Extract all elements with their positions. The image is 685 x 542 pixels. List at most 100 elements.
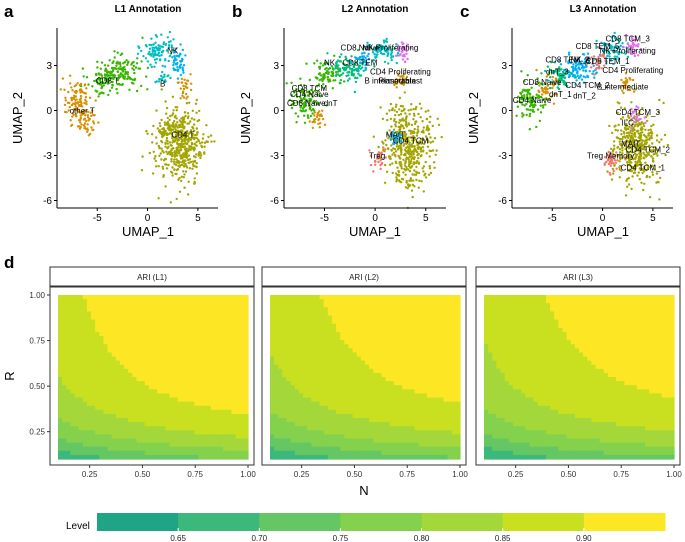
cluster-label: CD8 TEM: [342, 59, 377, 68]
contour-cell: [136, 389, 142, 394]
contour-cell: [148, 377, 154, 382]
contour-cell: [140, 364, 146, 370]
cell-point: [187, 180, 190, 183]
contour-cell: [186, 430, 191, 435]
cell-point: [108, 89, 112, 92]
contour-cell: [173, 323, 179, 329]
contour-cell: [119, 450, 125, 456]
cell-point: [195, 140, 198, 144]
cell-point: [655, 181, 658, 184]
contour-cell: [148, 426, 154, 431]
contour-cell: [219, 356, 224, 362]
cell-point: [662, 101, 665, 105]
cell-point: [333, 54, 336, 57]
contour-cell: [270, 323, 275, 329]
contour-cell: [111, 336, 117, 341]
contour-cell: [173, 409, 179, 415]
cell-point: [200, 144, 203, 148]
contour-cell: [274, 311, 279, 317]
contour-cell: [270, 454, 275, 460]
cell-point: [404, 162, 407, 165]
cell-point: [616, 136, 620, 140]
contour-cell: [210, 364, 216, 370]
contour-cell: [103, 422, 109, 427]
contour-cell: [86, 315, 92, 321]
cell-point: [71, 96, 75, 100]
contour-cell: [270, 413, 275, 419]
contour-cell: [161, 413, 166, 419]
contour-cell: [243, 315, 249, 321]
contour-cell: [202, 446, 208, 452]
contour-cell: [58, 315, 63, 321]
contour-cell: [66, 438, 71, 444]
cell-point: [528, 112, 532, 116]
contour-cell: [148, 319, 154, 325]
cell-point: [352, 73, 355, 76]
cell-point: [103, 64, 107, 67]
contour-cell: [58, 377, 63, 382]
contour-cell: [181, 372, 187, 378]
contour-cell: [186, 389, 191, 394]
contour-cell: [148, 413, 154, 419]
cell-point: [163, 65, 167, 68]
contour-cell: [95, 315, 100, 321]
contour-cell: [161, 377, 166, 382]
contour-cell: [227, 405, 233, 411]
cell-point: [392, 128, 396, 131]
cell-point: [77, 119, 81, 122]
contour-cell: [132, 319, 138, 325]
contour-cell: [82, 409, 88, 415]
contour-cell: [239, 430, 245, 435]
cell-point: [119, 65, 122, 68]
contour-cell: [115, 438, 121, 444]
contour-cell: [270, 446, 275, 452]
contour-cell: [219, 368, 224, 374]
contour-cell: [206, 299, 212, 304]
contour-cell: [198, 352, 204, 358]
contour-cell: [111, 401, 117, 407]
contour-cell: [62, 438, 67, 444]
contour-cell: [140, 422, 146, 427]
cell-point: [574, 76, 577, 79]
contour-cell: [78, 303, 84, 308]
contour-cell: [214, 430, 220, 435]
contour-cell: [157, 385, 162, 390]
contour-cell: [227, 389, 233, 394]
contour-cell: [210, 401, 216, 407]
contour-cell: [177, 438, 183, 444]
cell-point: [187, 132, 191, 135]
contour-cell: [169, 377, 175, 382]
contour-cell: [206, 364, 212, 370]
cell-point: [70, 124, 73, 128]
contour-cell: [128, 450, 133, 456]
cell-point: [70, 99, 73, 102]
contour-cell: [157, 315, 162, 321]
contour-cell: [74, 372, 80, 378]
contour-cell: [70, 307, 76, 312]
cell-point: [539, 111, 543, 114]
contour-cell: [78, 344, 84, 349]
contour-cell: [70, 372, 76, 378]
cell-point: [515, 114, 518, 118]
contour-cell: [115, 348, 121, 353]
cell-point: [154, 61, 157, 64]
contour-cell: [274, 426, 279, 431]
cell-point: [106, 80, 110, 83]
contour-cell: [99, 426, 105, 431]
cell-point: [536, 108, 540, 111]
contour-cell: [115, 307, 121, 312]
contour-cell: [274, 303, 279, 308]
contour-cell: [206, 311, 212, 317]
contour-cell: [214, 418, 220, 423]
contour-cell: [274, 377, 279, 382]
cell-point: [614, 161, 618, 164]
contour-cell: [107, 418, 113, 423]
contour-cell: [119, 377, 125, 382]
contour-cell: [91, 372, 96, 378]
contour-cell: [124, 389, 129, 394]
contour-cell: [62, 401, 67, 407]
contour-cell: [99, 340, 105, 345]
cell-point: [294, 112, 297, 115]
contour-cell: [99, 377, 105, 382]
cell-point: [79, 94, 83, 98]
